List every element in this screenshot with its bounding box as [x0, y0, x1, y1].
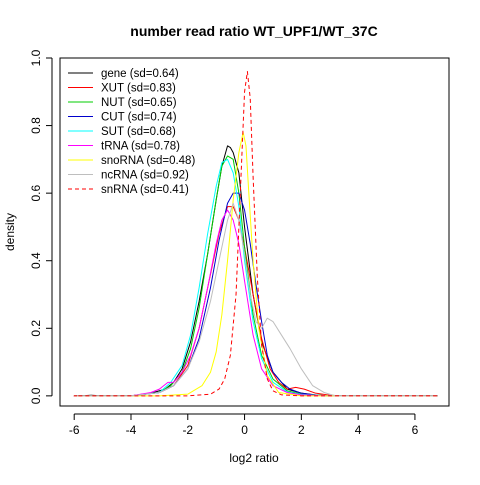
y-tick-label: 1.0 — [29, 49, 43, 66]
series-line-5 — [73, 209, 438, 397]
y-tick-label: 0.6 — [29, 184, 43, 201]
x-tick-label: -4 — [126, 423, 137, 437]
y-tick-label: 0.0 — [29, 387, 43, 404]
legend-label: snoRNA (sd=0.48) — [101, 155, 195, 167]
x-tick-label: 4 — [355, 423, 362, 437]
series-line-4 — [73, 158, 438, 397]
x-tick-label: -2 — [182, 423, 193, 437]
x-axis: -6 -4 -2 0 2 4 6 — [69, 413, 419, 437]
legend: gene (sd=0.64) XUT (sd=0.83) NUT (sd=0.65)… — [68, 68, 195, 196]
x-tick-label: -6 — [69, 423, 80, 437]
legend-label: CUT (sd=0.74) — [101, 112, 177, 124]
series-line-8 — [73, 71, 438, 397]
x-tick-label: 2 — [298, 423, 305, 437]
chart-title: number read ratio WT_UPF1/WT_37C — [130, 23, 377, 39]
legend-label: SUT (sd=0.68) — [101, 126, 176, 138]
legend-label: gene (sd=0.64) — [101, 68, 179, 80]
legend-label: XUT (sd=0.83) — [101, 83, 176, 95]
y-axis: 0.0 0.2 0.4 0.6 0.8 1.0 — [29, 49, 53, 404]
legend-label: tRNA (sd=0.78) — [101, 141, 180, 153]
series-line-6 — [73, 131, 438, 397]
x-axis-label: log2 ratio — [229, 451, 279, 465]
x-tick-label: 6 — [412, 423, 419, 437]
y-axis-label: density — [3, 213, 17, 251]
legend-label: snRNA (sd=0.41) — [101, 184, 189, 196]
plot-frame — [59, 57, 450, 407]
x-tick-label: 0 — [241, 423, 248, 437]
legend-label: ncRNA (sd=0.92) — [101, 170, 189, 182]
series-layer — [73, 71, 438, 397]
y-tick-label: 0.2 — [29, 320, 43, 337]
legend-label: NUT (sd=0.65) — [101, 97, 177, 109]
series-line-7 — [73, 202, 438, 397]
y-tick-label: 0.4 — [29, 252, 43, 269]
y-tick-label: 0.8 — [29, 117, 43, 134]
